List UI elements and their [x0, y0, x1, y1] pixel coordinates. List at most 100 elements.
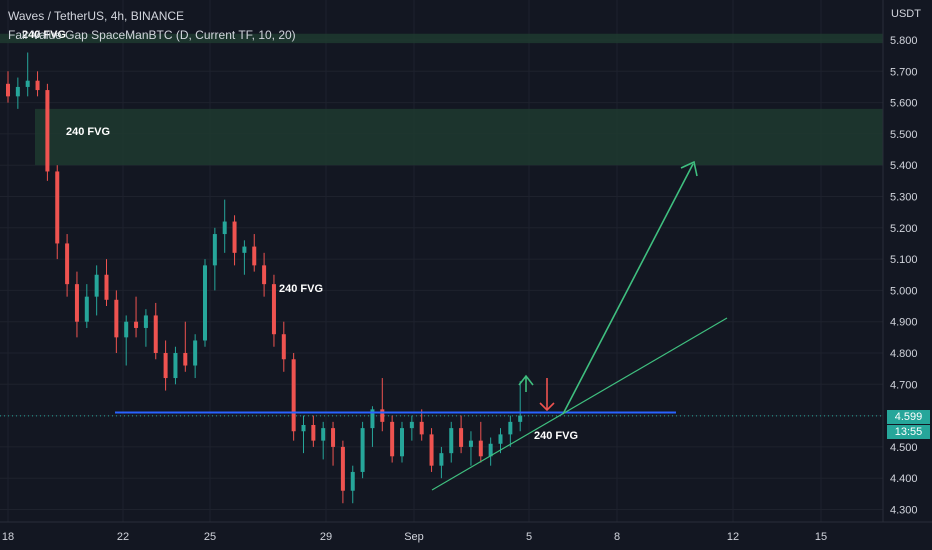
candle-body [212, 234, 217, 266]
candle-body [291, 359, 296, 432]
candle [478, 421, 483, 463]
currency-label: USDT [891, 8, 921, 20]
price-tick-label: 5.600 [890, 98, 918, 110]
candle-body [74, 284, 79, 322]
price-tick-label: 5.700 [890, 66, 918, 78]
candle-body [488, 443, 493, 457]
candle [340, 440, 345, 504]
candle-body [409, 421, 414, 429]
candle-body [331, 428, 336, 447]
indicator-label[interactable]: Fair Value Gap SpaceManBTC (D, Current T… [8, 28, 296, 42]
candle-body [429, 434, 434, 466]
candle-body [84, 296, 89, 322]
candle-body [104, 274, 109, 300]
candle [163, 340, 168, 391]
price-tick-label: 4.800 [890, 348, 918, 360]
candle [134, 296, 139, 338]
fvg-label: 240 FVG [22, 29, 66, 41]
candle [25, 52, 30, 97]
candle-body [55, 171, 60, 244]
price-tick-label: 4.700 [890, 379, 918, 391]
candle [488, 437, 493, 466]
candle-body [173, 353, 178, 379]
candle-body [350, 471, 355, 491]
candle-body [252, 246, 257, 266]
candle [104, 259, 109, 307]
candle-body [419, 421, 424, 435]
candle [35, 71, 40, 97]
candle-body [193, 340, 198, 366]
time-tick-label: 29 [320, 531, 332, 543]
candle [193, 334, 198, 379]
price-tick-label: 5.300 [890, 192, 918, 204]
candle-body [340, 446, 345, 491]
candle [65, 234, 70, 297]
candle-body [390, 421, 395, 457]
price-tick-label: 5.500 [890, 129, 918, 141]
candle [114, 290, 119, 353]
candle [321, 421, 326, 460]
candle [252, 234, 257, 272]
candle-body [232, 221, 237, 253]
price-tick-label: 5.400 [890, 160, 918, 172]
candle-body [35, 80, 40, 91]
candle [124, 315, 129, 366]
time-tick-label: 22 [117, 531, 129, 543]
candle [508, 415, 513, 447]
candle-body [360, 428, 365, 472]
candle-body [380, 409, 385, 422]
candle-body [370, 409, 375, 429]
candle-body [45, 90, 50, 172]
candle [429, 428, 434, 472]
candle-body [468, 440, 473, 447]
projection-arrow-head [680, 160, 698, 177]
time-tick-label: 15 [815, 531, 827, 543]
candle [173, 346, 178, 385]
price-tick-label: 5.200 [890, 223, 918, 235]
candle-body [203, 265, 207, 341]
candle-body [143, 315, 148, 328]
candle-body [449, 428, 454, 454]
candle [183, 321, 188, 372]
candle-body [311, 424, 316, 441]
candle [84, 284, 89, 328]
price-tick-label: 5.800 [890, 35, 918, 47]
candle-body [94, 274, 99, 297]
candle-body [271, 284, 276, 335]
last-price-badge: 4.599 [887, 410, 930, 424]
candle [468, 431, 473, 466]
candle-body [459, 428, 464, 447]
time-tick-label: 8 [614, 531, 620, 543]
fvg-label: 240 FVG [279, 283, 323, 295]
candle-body [134, 321, 139, 328]
price-tick-label: 4.900 [890, 317, 918, 329]
candle [212, 227, 217, 291]
time-axis-bg [0, 522, 932, 550]
candle-body [242, 246, 247, 253]
candle [262, 252, 267, 297]
candle [153, 302, 158, 360]
candle-body [518, 415, 523, 422]
candle [74, 271, 79, 338]
price-tick-label: 4.300 [890, 505, 918, 517]
trend-line [431, 317, 728, 491]
candle-body [478, 440, 483, 457]
candle [498, 428, 503, 454]
price-tick-label: 4.500 [890, 442, 918, 454]
candle [419, 409, 424, 441]
up-arrow-head [518, 374, 534, 386]
candle-body [6, 83, 10, 97]
candle [439, 446, 444, 479]
fvg-zone [35, 108, 883, 166]
candle [242, 240, 247, 275]
candle-body [124, 321, 129, 338]
price-tick-label: 4.400 [890, 473, 918, 485]
candle [15, 77, 20, 109]
projection-arrow [562, 163, 694, 415]
candle [6, 71, 10, 103]
down-arrow-head [539, 402, 555, 412]
symbol-title[interactable]: Waves / TetherUS, 4h, BINANCE [8, 9, 185, 23]
candle [449, 421, 454, 463]
price-tick-label: 5.100 [890, 254, 918, 266]
